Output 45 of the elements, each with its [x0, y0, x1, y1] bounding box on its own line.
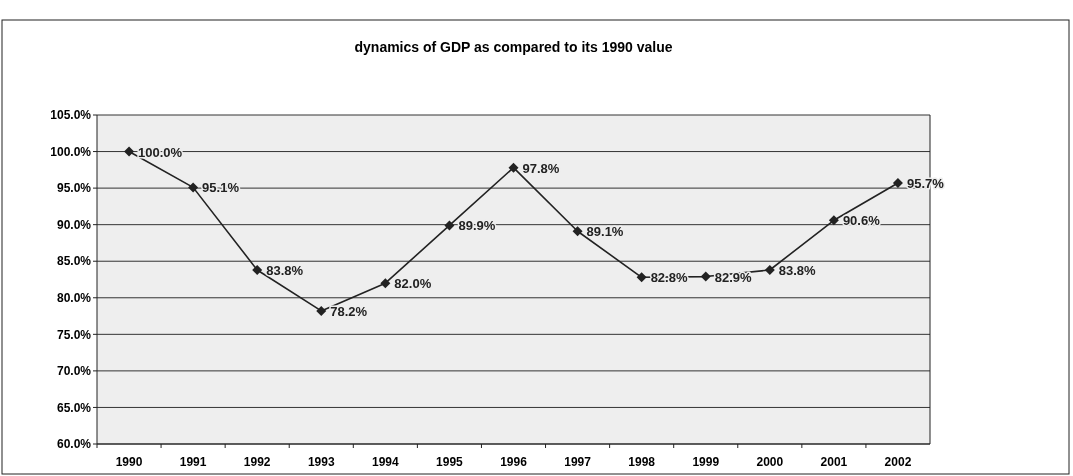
data-label: 82.9% — [714, 269, 753, 285]
data-label: 97.8% — [522, 160, 560, 176]
x-tick-label: 1990 — [115, 455, 143, 469]
x-tick-label: 2001 — [820, 455, 848, 469]
x-tick-label: 1996 — [500, 455, 528, 469]
point — [636, 272, 647, 283]
point — [892, 177, 903, 188]
point — [380, 278, 391, 289]
y-tick-label: 90.0% — [56, 217, 92, 232]
x-tick-label: 1995 — [436, 455, 464, 469]
x-tick-label: 2002 — [884, 455, 912, 469]
data-label: 95.7% — [906, 175, 945, 191]
point — [316, 305, 327, 316]
point — [444, 220, 455, 231]
y-tick-label: 70.0% — [56, 364, 92, 379]
y-tick-label: 95.0% — [56, 181, 92, 196]
data-label: 83.8% — [266, 263, 304, 278]
point — [252, 265, 263, 275]
point — [124, 146, 135, 157]
x-tick-label: 1994 — [371, 455, 400, 469]
point — [188, 182, 199, 193]
y-tick-label: 60.0% — [56, 437, 92, 452]
y-tick-label: 80.0% — [56, 290, 92, 305]
data-label: 78.2% — [330, 303, 368, 319]
x-tick-label: 1999 — [692, 455, 720, 469]
x-tick-label: 1997 — [564, 455, 592, 469]
point — [764, 265, 775, 275]
y-tick-label: 75.0% — [56, 327, 92, 342]
y-tick-label: 105.0% — [50, 108, 92, 123]
x-tick-label: 1998 — [628, 455, 656, 469]
point — [572, 226, 583, 237]
y-tick-label: 65.0% — [56, 400, 92, 415]
data-label: 82.0% — [394, 276, 432, 292]
data-label: 83.8% — [778, 263, 817, 278]
point — [700, 271, 711, 282]
chart-title: dynamics of GDP as compared to its 1990 value — [354, 39, 673, 55]
x-tick-label: 1993 — [307, 455, 335, 469]
x-tick-label: 1991 — [179, 455, 207, 469]
x-tick-label: 2000 — [756, 455, 784, 469]
y-tick-label: 85.0% — [56, 254, 92, 269]
point — [828, 215, 839, 226]
point — [508, 162, 519, 173]
y-tick-label: 100.0% — [50, 144, 92, 159]
data-label: 89.1% — [586, 224, 624, 240]
x-tick-label: 1992 — [243, 455, 271, 469]
